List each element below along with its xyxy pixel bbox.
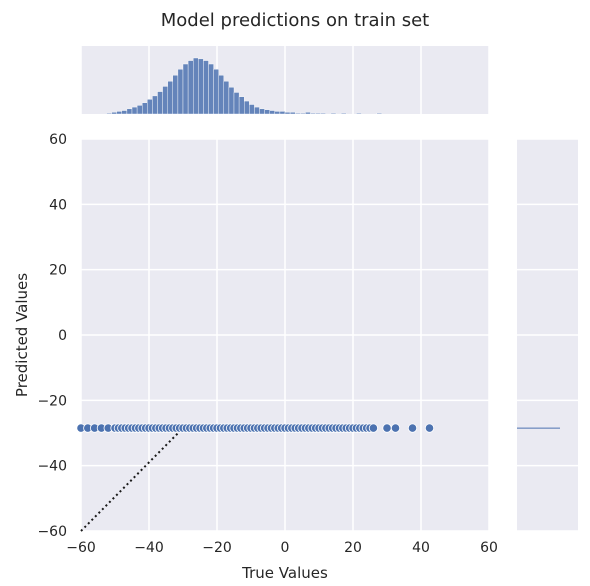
histogram-bar (243, 100, 250, 115)
histogram-bar (269, 110, 276, 115)
histogram-bar (177, 68, 184, 115)
histogram-bar (330, 112, 337, 115)
histogram-bar (208, 63, 214, 115)
top-marginal-histogram (80, 46, 490, 115)
x-tick-label: 40 (412, 540, 430, 556)
histogram-bar (305, 112, 311, 115)
x-tick-label: 60 (480, 540, 498, 556)
histogram-bar (141, 102, 148, 115)
histogram-bar (284, 112, 291, 115)
histogram-bar (187, 60, 194, 115)
histogram-bar (274, 111, 281, 115)
histogram-bar (198, 58, 204, 115)
top-marginal-bars (106, 57, 383, 115)
right-marginal-histogram (517, 138, 578, 532)
histogram-bar (310, 112, 316, 115)
x-axis-ticks: −60 −40 −20 0 20 40 60 (66, 540, 498, 556)
histogram-bar (259, 108, 265, 115)
histogram-bar (340, 112, 347, 115)
histogram-bar (218, 75, 224, 115)
identity-line (80, 427, 184, 532)
y-tick-label: −40 (37, 459, 67, 475)
x-axis-label: True Values (241, 564, 328, 582)
y-tick-label: 20 (49, 263, 67, 279)
y-tick-label: 60 (49, 132, 67, 148)
histogram-bar (320, 112, 327, 115)
chart-title: Model predictions on train set (161, 10, 429, 31)
x-tick-label: −20 (202, 540, 232, 556)
histogram-bar (356, 112, 362, 115)
histogram-bar (126, 108, 133, 115)
y-tick-label: −20 (37, 393, 67, 409)
scatter-point (368, 423, 378, 433)
histogram-bar (111, 112, 117, 115)
scatter-point (390, 423, 401, 433)
scatter-point (382, 423, 392, 433)
x-tick-label: 0 (281, 540, 290, 556)
histogram-bar (223, 81, 230, 115)
scatter-points (76, 423, 435, 433)
y-axis-label: Predicted Values (13, 273, 31, 397)
x-tick-label: −40 (134, 540, 164, 556)
histogram-bar (315, 112, 321, 115)
scatter-point (424, 423, 435, 433)
histogram-bar (264, 109, 270, 115)
histogram-bar (289, 112, 296, 115)
y-axis-ticks: −60 −40 −20 0 20 40 60 (37, 132, 67, 540)
histogram-bar (254, 106, 260, 115)
x-tick-label: 20 (344, 540, 362, 556)
histogram-bar (157, 91, 163, 115)
y-tick-label: 40 (49, 197, 67, 213)
main-plot-grid (80, 138, 490, 532)
histogram-bar (300, 112, 306, 115)
histogram-bar (213, 68, 219, 115)
histogram-bar (203, 60, 209, 115)
histogram-bar (167, 81, 173, 115)
histogram-bar (106, 112, 112, 115)
histogram-bar (279, 111, 286, 115)
histogram-bar (238, 96, 245, 115)
histogram-bar (116, 111, 122, 115)
histogram-bar (192, 57, 199, 115)
x-tick-label: −60 (66, 540, 96, 556)
y-tick-label: −60 (37, 524, 67, 540)
histogram-bar (147, 99, 153, 115)
y-tick-label: 0 (58, 328, 67, 344)
histogram-bar (162, 86, 168, 115)
histogram-bar (182, 63, 189, 115)
histogram-bar (249, 104, 255, 115)
histogram-bar (228, 87, 235, 115)
main-scatter-plot: −60 −40 −20 0 20 40 60 −60 −40 −20 0 20 40 60 (37, 132, 497, 556)
histogram-bar (131, 106, 138, 115)
histogram-bar (233, 92, 240, 115)
scatter-point (407, 423, 418, 433)
histogram-bar (295, 112, 301, 115)
histogram-bar (376, 112, 383, 115)
histogram-bar (121, 110, 128, 115)
right-marginal-grid (517, 138, 578, 532)
histogram-bar (172, 75, 179, 115)
histogram-bar (136, 105, 143, 115)
histogram-bar (152, 95, 158, 115)
